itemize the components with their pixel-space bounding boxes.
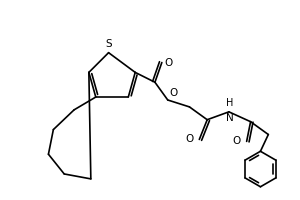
Text: O: O xyxy=(232,136,241,146)
Text: H: H xyxy=(226,98,234,108)
Text: O: O xyxy=(170,88,178,98)
Text: O: O xyxy=(185,134,194,144)
Text: N: N xyxy=(226,113,234,123)
Text: O: O xyxy=(165,58,173,68)
Text: S: S xyxy=(105,39,112,49)
